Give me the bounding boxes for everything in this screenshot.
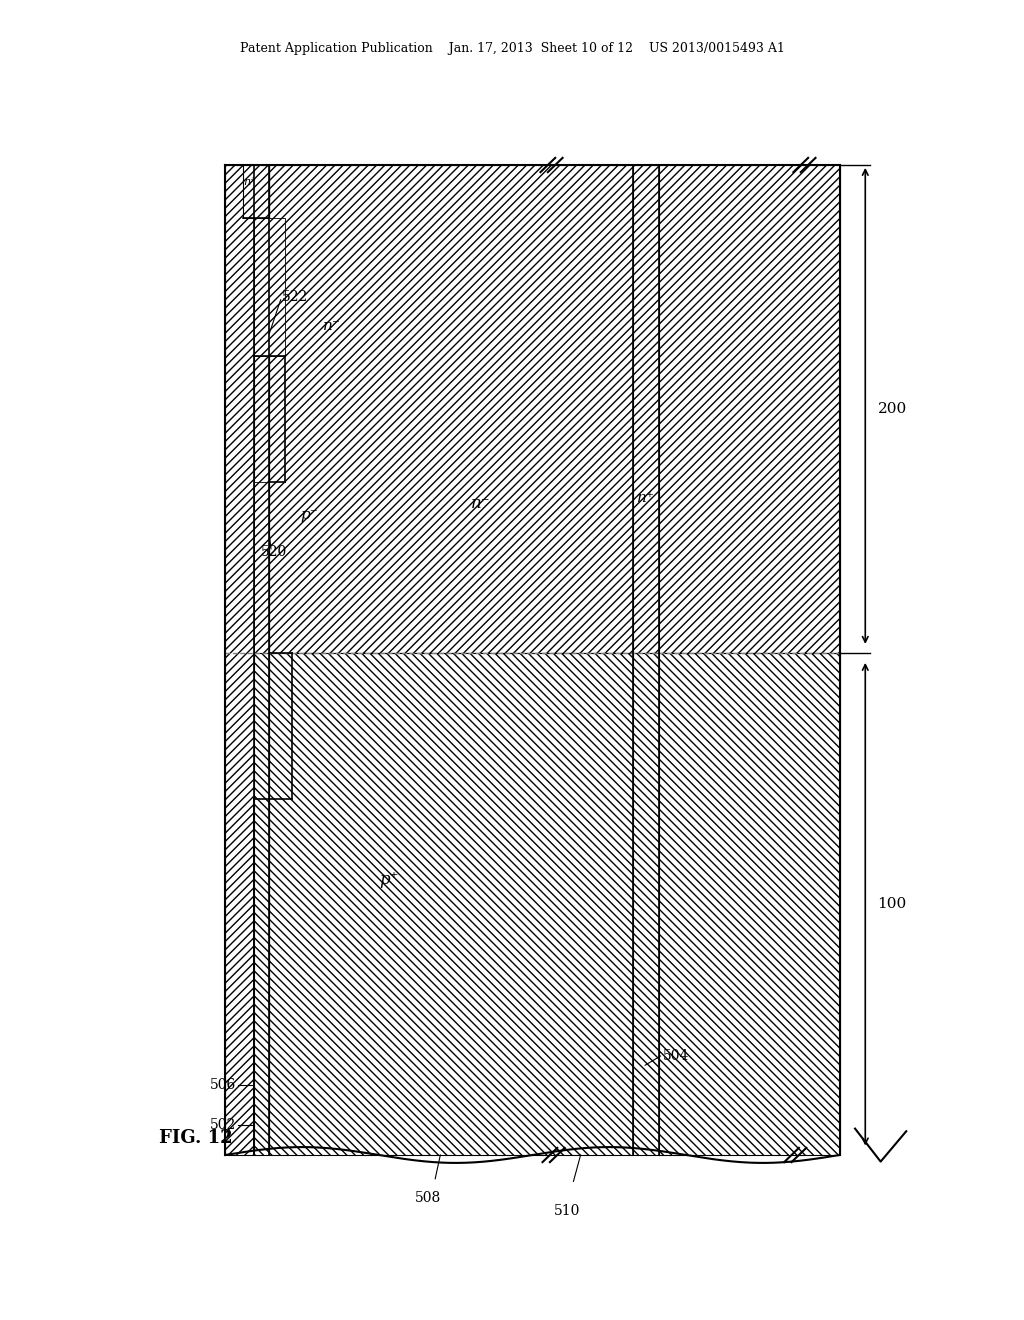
Text: 504: 504 bbox=[663, 1049, 689, 1063]
Bar bbox=[225, 165, 254, 1155]
Text: 522: 522 bbox=[282, 290, 308, 304]
Text: n⁻: n⁻ bbox=[323, 319, 340, 333]
Text: p⁺: p⁺ bbox=[379, 871, 398, 888]
Bar bbox=[659, 165, 840, 653]
Text: 200: 200 bbox=[878, 403, 907, 416]
Bar bbox=[269, 165, 633, 653]
Bar bbox=[243, 165, 269, 218]
Text: 100: 100 bbox=[878, 898, 907, 911]
Text: p⁻: p⁻ bbox=[300, 508, 317, 521]
Text: 520: 520 bbox=[261, 545, 288, 558]
Bar bbox=[254, 653, 269, 1155]
Bar bbox=[633, 165, 659, 653]
Text: 510: 510 bbox=[554, 1204, 581, 1218]
Bar bbox=[254, 165, 269, 653]
Bar bbox=[659, 653, 840, 1155]
Bar bbox=[269, 653, 633, 1155]
Text: n⁺: n⁺ bbox=[637, 491, 654, 504]
Text: n⁻: n⁻ bbox=[471, 495, 490, 512]
Text: 508: 508 bbox=[415, 1191, 441, 1205]
Text: 502: 502 bbox=[210, 1118, 237, 1131]
Bar bbox=[633, 653, 659, 1155]
Text: FIG. 12: FIG. 12 bbox=[159, 1129, 232, 1147]
Bar bbox=[254, 218, 285, 356]
Text: Patent Application Publication    Jan. 17, 2013  Sheet 10 of 12    US 2013/00154: Patent Application Publication Jan. 17, … bbox=[240, 42, 784, 55]
Text: n⁺: n⁺ bbox=[244, 177, 257, 187]
Bar bbox=[254, 482, 269, 653]
Text: 506: 506 bbox=[210, 1078, 237, 1092]
